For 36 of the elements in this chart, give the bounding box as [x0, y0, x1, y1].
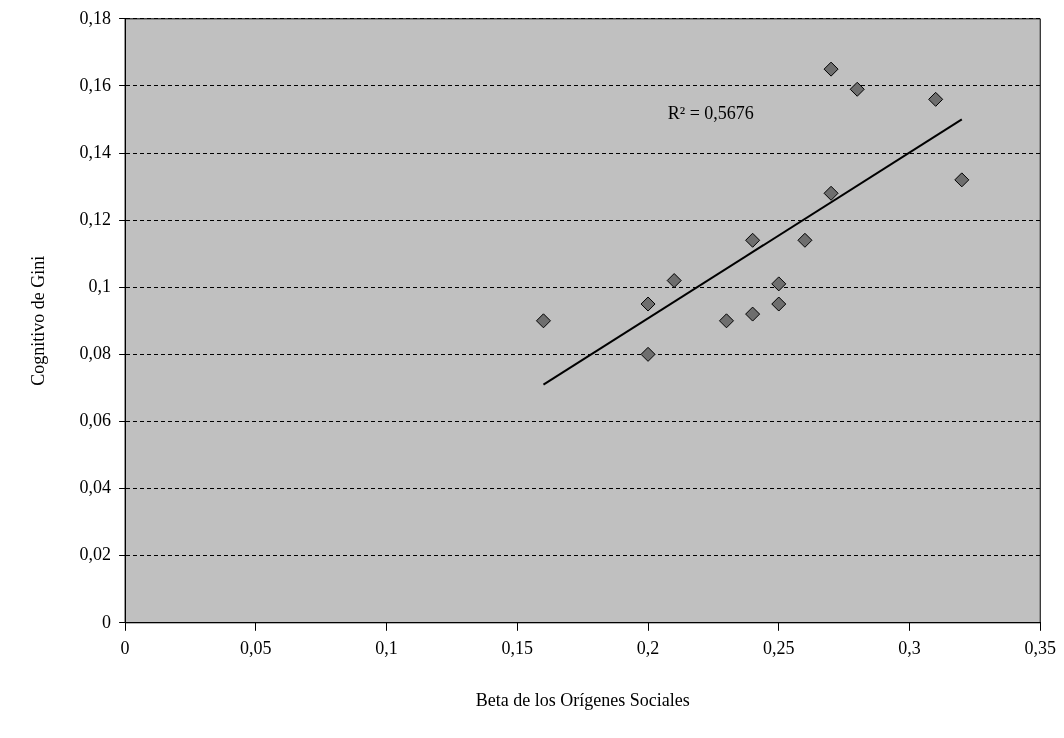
x-tick-label: 0,15 — [501, 638, 534, 659]
y-tick-label: 0,04 — [79, 477, 112, 498]
y-tick-label: 0,06 — [79, 410, 112, 431]
point — [640, 346, 656, 362]
point — [745, 232, 761, 248]
x-axis-title: Beta de los Orígenes Sociales — [475, 689, 690, 710]
x-tick-label: 0,1 — [375, 638, 398, 659]
point — [640, 296, 656, 312]
y-tick-label: 0,08 — [79, 343, 112, 364]
point — [745, 306, 761, 322]
point — [954, 172, 970, 188]
y-tick-label: 0,18 — [79, 7, 112, 28]
y-tick-label: 0,02 — [79, 544, 112, 565]
point — [718, 313, 734, 329]
y-tick-label: 0 — [102, 611, 112, 632]
x-tick-label: 0,35 — [1024, 638, 1056, 659]
y-tick-label: 0,12 — [79, 208, 112, 229]
point — [823, 61, 839, 77]
point — [797, 232, 813, 248]
point — [823, 185, 839, 201]
point — [666, 273, 682, 289]
x-tick-label: 0 — [120, 638, 130, 659]
point — [535, 313, 551, 329]
y-tick-label: 0,14 — [79, 141, 112, 162]
y-tick-label: 0,16 — [79, 74, 112, 95]
annotation: R² = 0,5676 — [667, 102, 754, 123]
point — [771, 296, 787, 312]
y-tick-label: 0,1 — [88, 275, 112, 296]
point — [849, 81, 865, 97]
x-tick-label: 0,05 — [240, 638, 272, 659]
x-tick-label: 0,2 — [636, 638, 660, 659]
point — [928, 91, 944, 107]
point — [771, 276, 787, 292]
y-axis-title: Cognitivo de Gini — [27, 255, 48, 386]
x-tick-label: 0,3 — [898, 638, 921, 659]
x-tick-label: 0,25 — [763, 638, 795, 659]
